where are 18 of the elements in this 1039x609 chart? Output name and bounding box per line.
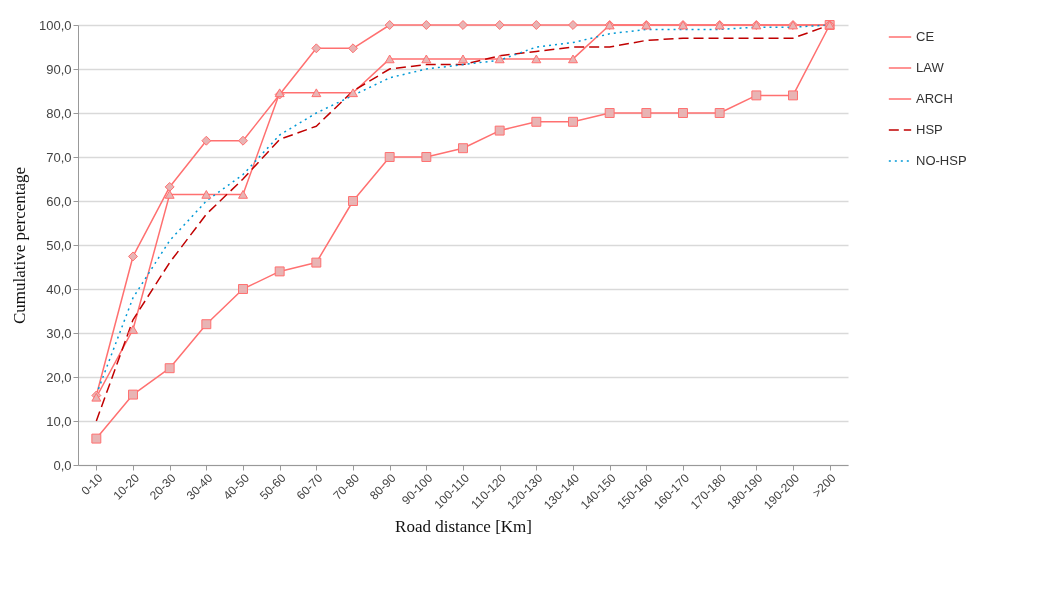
legend-label: HSP	[916, 122, 943, 137]
legend-label: LAW	[916, 60, 945, 75]
legend-label: CE	[916, 29, 935, 44]
y-tick-label: 50,0	[46, 237, 72, 253]
x-axis-title: Road distance [Km]	[395, 517, 532, 537]
legend-label: NO-HSP	[916, 153, 967, 168]
y-tick-label: 30,0	[46, 325, 72, 341]
y-tick-label: 70,0	[46, 149, 72, 165]
y-tick-label: 10,0	[46, 413, 72, 429]
legend-label: ARCH	[916, 91, 953, 106]
y-tick-label: 0,0	[53, 457, 72, 473]
y-tick-label: 40,0	[46, 281, 72, 297]
y-tick-label: 60,0	[46, 193, 72, 209]
y-tick-label: 90,0	[46, 61, 72, 77]
y-tick-label: 20,0	[46, 369, 72, 385]
y-tick-label: 80,0	[46, 105, 72, 121]
y-tick-label: 100,0	[38, 17, 72, 33]
y-axis-title: Cumulative percentage	[9, 166, 29, 325]
